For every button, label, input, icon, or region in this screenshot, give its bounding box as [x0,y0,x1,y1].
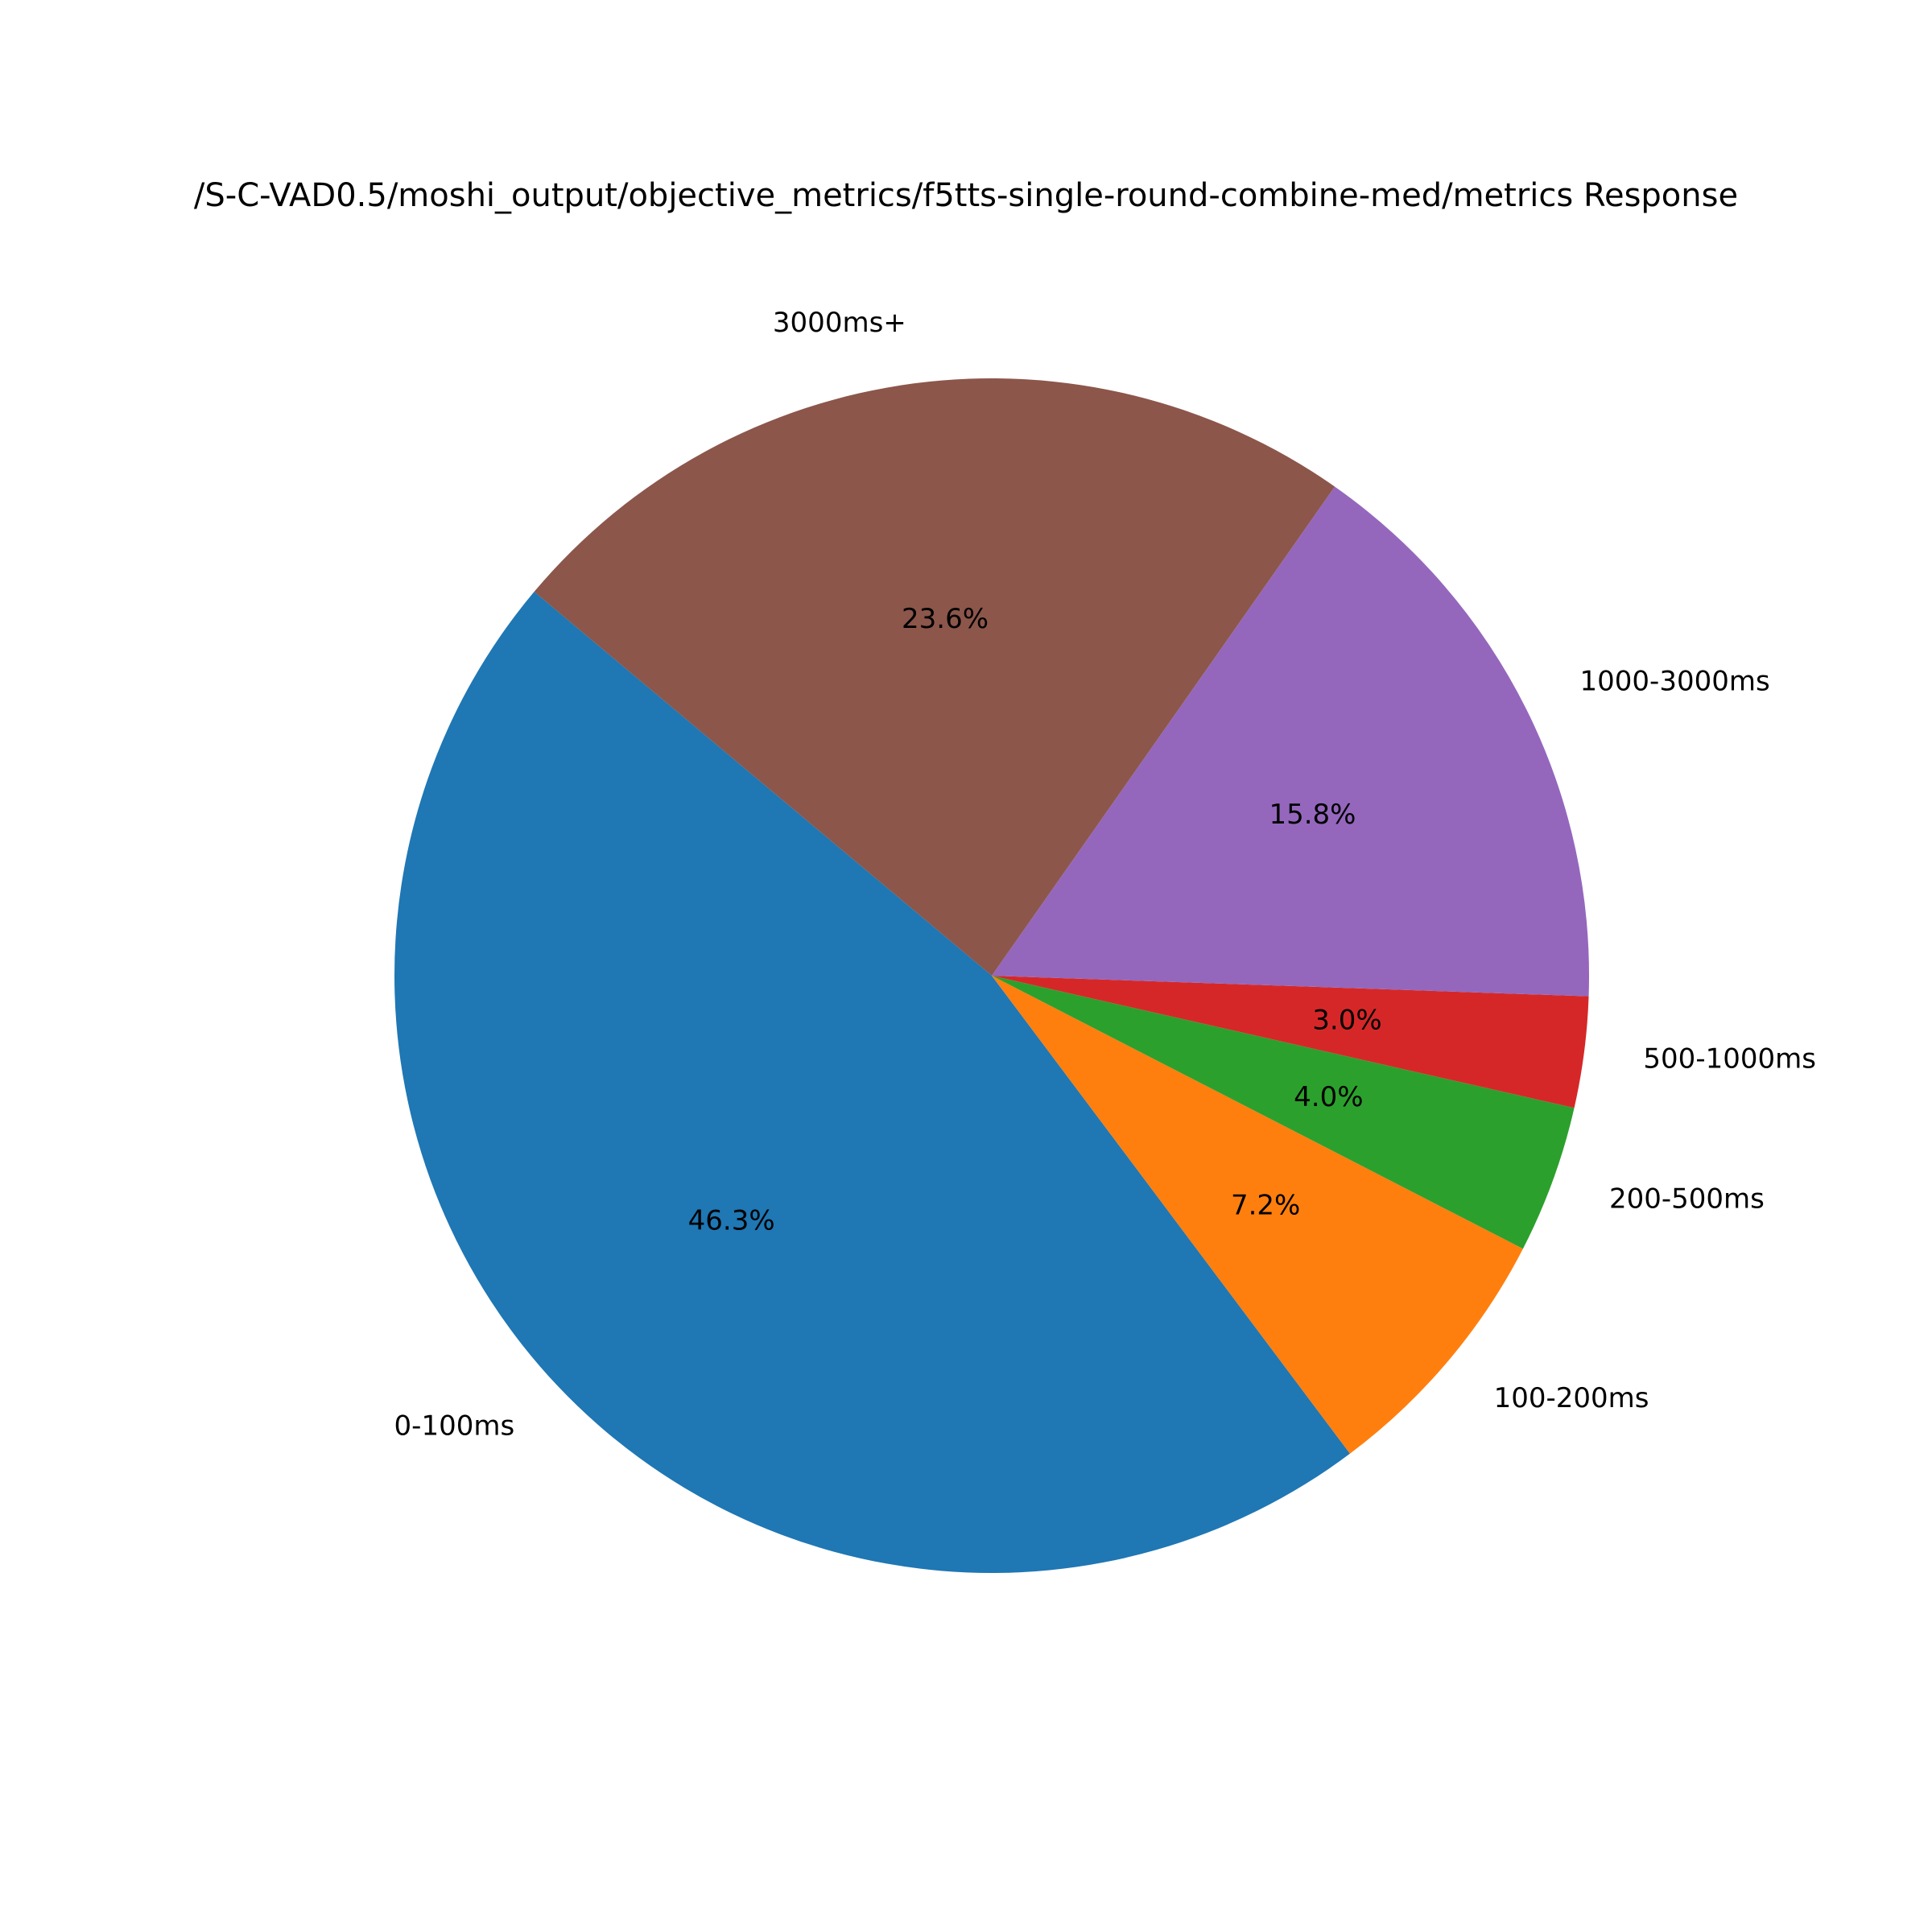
pie-slice [534,378,1335,976]
pie-slice [992,486,1590,997]
slice-label: 100-200ms [1494,1382,1649,1414]
percent-label: 23.6% [902,603,989,635]
slice-label: 200-500ms [1609,1183,1765,1216]
pie-slice [394,592,1350,1574]
slice-label: 3000ms+ [773,307,906,339]
percent-label: 7.2% [1231,1190,1300,1222]
percent-label: 3.0% [1312,1005,1381,1037]
chart-title: /S-C-VAD0.5/moshi_output/objective_metri… [194,177,1738,214]
slice-label: 0-100ms [394,1410,515,1443]
percent-label: 15.8% [1269,799,1356,831]
slice-label: 1000-3000ms [1580,665,1770,697]
pie-slice [992,976,1523,1454]
pie-slice [992,976,1575,1249]
pie-slice [992,976,1589,1108]
percent-label: 46.3% [688,1205,775,1237]
percent-label: 4.0% [1294,1081,1363,1113]
slice-label: 500-1000ms [1643,1042,1816,1075]
